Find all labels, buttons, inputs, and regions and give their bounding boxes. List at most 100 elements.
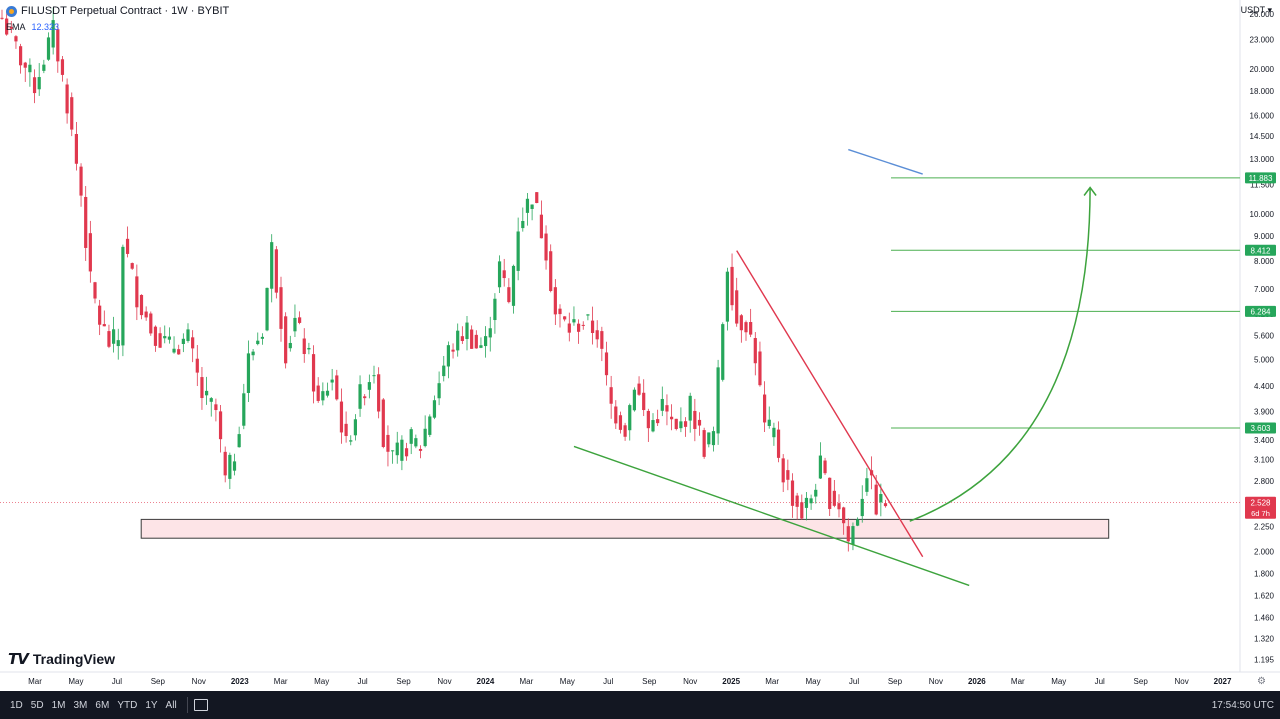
candle-down xyxy=(581,324,585,326)
candle-down xyxy=(544,233,548,261)
candle-up xyxy=(400,439,404,461)
candle-up xyxy=(28,64,32,73)
y-tick-label: 1.460 xyxy=(1254,613,1275,622)
candle-down xyxy=(842,507,846,524)
y-tick-label: 14.500 xyxy=(1250,132,1275,141)
price-chart[interactable]: 26.000 23.000 20.000 18.000 16.000 14.500 13.0… xyxy=(0,0,1280,691)
x-tick-label: Jul xyxy=(357,677,367,686)
calendar-icon[interactable] xyxy=(193,699,208,711)
y-tick-label: 2.250 xyxy=(1254,523,1275,532)
y-tick-label: 5.600 xyxy=(1254,332,1275,341)
ema-legend[interactable]: EMA 12.323 xyxy=(6,22,59,32)
candle-down xyxy=(135,276,139,308)
range-all[interactable]: All xyxy=(165,699,177,711)
candle-up xyxy=(432,400,437,418)
x-tick-label: Jul xyxy=(603,677,613,686)
candle-up xyxy=(707,432,711,445)
x-tick-label: Sep xyxy=(151,677,166,686)
candle-up xyxy=(879,494,883,503)
candle-down xyxy=(363,396,367,399)
candle-up xyxy=(721,324,725,380)
candle-up xyxy=(818,455,822,479)
candle-down xyxy=(79,166,83,196)
candle-up xyxy=(572,319,576,323)
candle-down xyxy=(149,313,153,334)
candle-up xyxy=(442,365,446,377)
y-tick-label: 7.000 xyxy=(1254,285,1275,294)
range-1m[interactable]: 1M xyxy=(51,699,66,711)
symbol-title[interactable]: FILUSDT Perpetual Contract · 1W · BYBIT xyxy=(21,5,230,17)
ema-label: EMA xyxy=(6,22,26,32)
x-tick-label: Mar xyxy=(520,677,534,686)
candle-down xyxy=(158,333,162,348)
currency-selector[interactable]: USDT ▾ xyxy=(1240,5,1272,15)
projection-arrow xyxy=(909,187,1091,522)
candle-down xyxy=(19,46,23,66)
ema-value: 12.323 xyxy=(31,22,60,32)
candle-down xyxy=(753,338,757,364)
candle-down xyxy=(195,358,199,373)
candle-down xyxy=(102,324,106,327)
tradingview-logo[interactable]: 𝙏𝙑 TradingView xyxy=(8,650,115,668)
y-tick-label: 1.620 xyxy=(1254,592,1275,601)
candle-down xyxy=(693,410,697,429)
candle-up xyxy=(321,391,325,401)
candle-down xyxy=(56,29,60,62)
candle-up xyxy=(725,271,729,322)
candle-up xyxy=(270,242,274,289)
x-tick-label: Sep xyxy=(1134,677,1149,686)
candle-up xyxy=(809,498,813,504)
candle-up xyxy=(256,340,260,345)
settings-gear-icon[interactable]: ⚙ xyxy=(1257,676,1266,687)
x-tick-label: Mar xyxy=(274,677,288,686)
candle-down xyxy=(702,430,706,457)
candle-down xyxy=(60,59,65,75)
range-1y[interactable]: 1Y xyxy=(145,699,158,711)
candle-up xyxy=(865,478,869,492)
x-tick-label: Sep xyxy=(642,677,657,686)
range-ytd[interactable]: YTD xyxy=(117,699,138,711)
candle-down xyxy=(697,419,702,426)
candle-down xyxy=(144,311,148,318)
candle-down xyxy=(502,270,506,279)
candle-up xyxy=(516,231,520,271)
candle-up xyxy=(288,342,292,349)
candles-group xyxy=(0,7,888,552)
candle-down xyxy=(739,315,743,331)
price-label-box xyxy=(1245,172,1276,184)
candle-down xyxy=(795,495,799,507)
candle-up xyxy=(856,519,860,526)
countdown-text: 6d 7h xyxy=(1251,509,1270,518)
candle-down xyxy=(642,392,646,411)
chart-header: FILUSDT Perpetual Contract · 1W · BYBIT xyxy=(6,4,229,18)
candle-down xyxy=(377,374,381,412)
range-1d[interactable]: 1D xyxy=(10,699,23,711)
y-tick-label: 8.000 xyxy=(1254,257,1275,266)
candle-up xyxy=(688,395,692,421)
range-5d[interactable]: 5D xyxy=(30,699,44,711)
candle-down xyxy=(191,337,195,349)
candle-up xyxy=(632,389,636,411)
x-tick-label: Mar xyxy=(1011,677,1025,686)
utc-clock[interactable]: 17:54:50 UTC xyxy=(1211,699,1274,711)
candle-down xyxy=(451,349,455,352)
candle-up xyxy=(851,526,855,545)
candle-up xyxy=(428,416,432,435)
candle-down xyxy=(539,214,543,239)
candle-down xyxy=(558,308,562,315)
support-zone xyxy=(140,518,1110,539)
x-tick-label: May xyxy=(68,677,83,686)
candle-down xyxy=(800,502,804,519)
candle-down xyxy=(88,233,92,272)
x-tick-label: 2023 xyxy=(231,677,249,686)
candle-up xyxy=(186,329,190,341)
range-3m[interactable]: 3M xyxy=(73,699,88,711)
candle-up xyxy=(679,421,683,429)
candle-down xyxy=(298,317,302,323)
candle-up xyxy=(163,336,167,339)
candle-up xyxy=(484,336,488,347)
range-6m[interactable]: 6M xyxy=(95,699,110,711)
candle-down xyxy=(837,503,841,510)
candle-up xyxy=(293,317,297,332)
x-tick-label: Nov xyxy=(683,677,697,686)
